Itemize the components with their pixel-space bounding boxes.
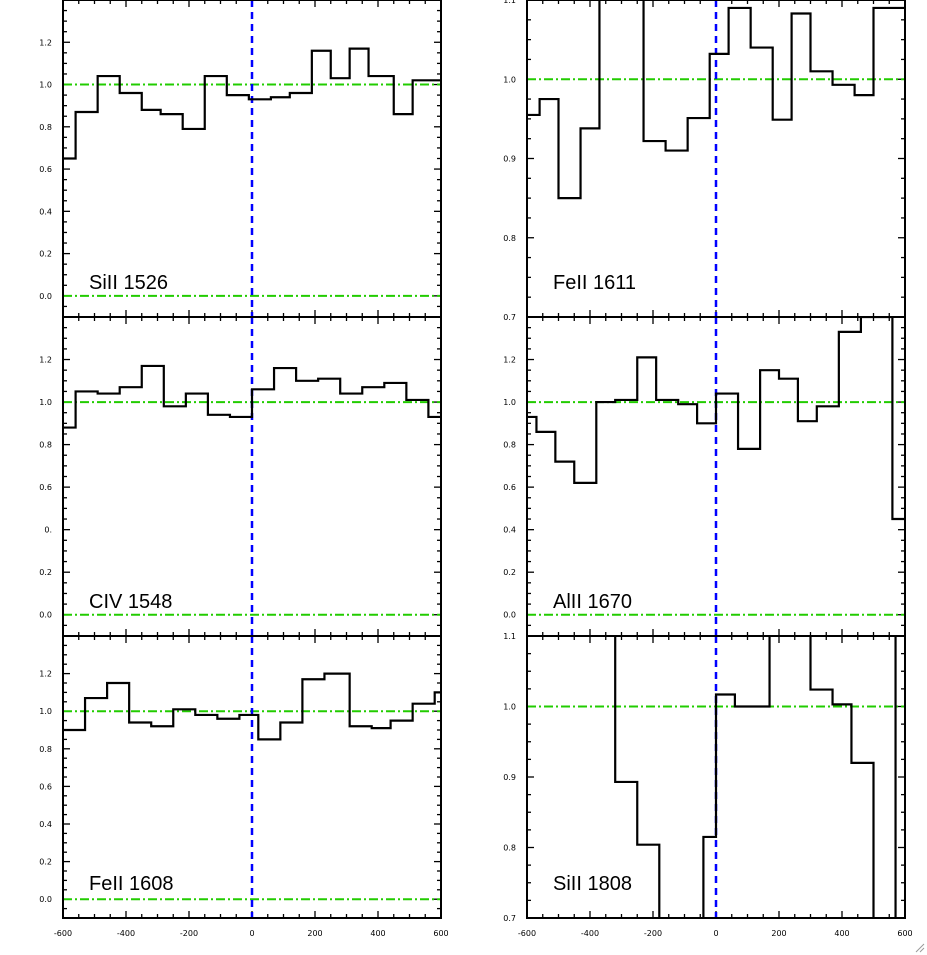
y-tick-label: 1.2 xyxy=(39,670,52,679)
spectrum-line xyxy=(63,364,441,429)
y-tick-label: 0.8 xyxy=(39,123,52,132)
y-tick-label: 0.8 xyxy=(503,441,516,450)
x-tick-label: 400 xyxy=(834,929,849,938)
panel-frame xyxy=(526,635,906,919)
y-tick-label: 0.4 xyxy=(39,820,52,829)
y-tick-label: 0. xyxy=(44,526,52,535)
x-tick-label: 200 xyxy=(771,929,786,938)
y-tick-label: 0.2 xyxy=(39,858,52,867)
y-tick-label: 0.6 xyxy=(503,483,516,492)
y-tick-label: 0.2 xyxy=(503,568,516,577)
y-tick-label: 0.8 xyxy=(39,745,52,754)
panel-frame xyxy=(62,635,442,919)
y-tick-label: 0.2 xyxy=(39,568,52,577)
x-tick-label: -200 xyxy=(180,929,198,938)
y-tick-label: 1.1 xyxy=(503,632,516,641)
chart-panel-3: 0.0 0.2 0. 0.6 0.8 1.0 1.2 CIV 1548 xyxy=(39,316,442,637)
x-tick-label: -200 xyxy=(644,929,662,938)
y-tick-label: 1.2 xyxy=(503,356,516,365)
chart-panel-1: 0.0 0.2 0.4 0.6 0.8 1.0 1.2 SiII 1526 xyxy=(39,0,442,318)
y-tick-label: 0.4 xyxy=(503,526,516,535)
y-tick-label: 0.0 xyxy=(503,611,516,620)
y-tick-label: 0.6 xyxy=(39,483,52,492)
resize-grip-icon[interactable] xyxy=(913,941,925,953)
panel-title: SiII 1526 xyxy=(89,272,168,294)
y-tick-label: 0.8 xyxy=(503,234,516,243)
y-tick-label: 0.9 xyxy=(503,773,516,782)
y-tick-label: 0.8 xyxy=(503,844,516,853)
x-tick-label: -400 xyxy=(117,929,135,938)
x-tick-label: 200 xyxy=(307,929,322,938)
x-tick-label: 400 xyxy=(370,929,385,938)
spectrum-line xyxy=(63,672,441,741)
x-tick-label: 0 xyxy=(249,929,254,938)
panel-title: AlII 1670 xyxy=(553,591,632,613)
chart-panel-2: 0.7 0.8 0.9 1.0 1.1 FeII 1611 xyxy=(503,0,906,322)
x-tick-label: -400 xyxy=(581,929,599,938)
x-tick-label: 600 xyxy=(897,929,912,938)
y-tick-label: 1.2 xyxy=(39,356,52,365)
y-tick-label: 1.0 xyxy=(39,398,52,407)
y-tick-label: 1.0 xyxy=(503,75,516,84)
chart-panel-4: 0.0 0.2 0.4 0.6 0.8 1.0 1.2 AlII 1670 xyxy=(503,316,906,637)
y-tick-label: 1.0 xyxy=(39,81,52,90)
y-tick-label: 0.9 xyxy=(503,155,516,164)
panel-title: FeII 1611 xyxy=(553,272,636,294)
y-tick-label: 1.1 xyxy=(503,0,516,5)
y-tick-label: 0.7 xyxy=(503,313,516,322)
y-tick-label: 1.0 xyxy=(503,703,516,712)
y-tick-label: 0.4 xyxy=(39,207,52,216)
x-tick-label: -600 xyxy=(518,929,536,938)
y-tick-label: 1.0 xyxy=(39,707,52,716)
x-tick-label: -600 xyxy=(54,929,72,938)
chart-panel-5: 0.0 0.2 0.4 0.6 0.8 1.0 1.2 -600 -400 -200 0 200 400… xyxy=(39,635,449,938)
y-tick-label: 0.8 xyxy=(39,441,52,450)
spectrum-line xyxy=(527,317,905,521)
panel-title: CIV 1548 xyxy=(89,591,172,613)
panel-title: FeII 1608 xyxy=(89,873,174,895)
y-tick-label: 1.0 xyxy=(503,398,516,407)
panel-title: SiII 1808 xyxy=(553,873,632,895)
spectrum-line xyxy=(527,0,905,200)
y-tick-label: 0.0 xyxy=(39,895,52,904)
y-tick-label: 1.2 xyxy=(39,38,52,47)
y-tick-label: 0.0 xyxy=(39,611,52,620)
y-tick-label: 0.0 xyxy=(39,292,52,301)
x-tick-label: 600 xyxy=(433,929,448,938)
spectrum-line xyxy=(63,47,441,160)
y-tick-label: 0.2 xyxy=(39,250,52,259)
spectrum-line xyxy=(614,636,897,918)
y-tick-label: 0.6 xyxy=(39,165,52,174)
y-tick-label: 0.6 xyxy=(39,782,52,791)
y-tick-label: 0.7 xyxy=(503,914,516,923)
x-tick-label: 0 xyxy=(713,929,718,938)
chart-panel-6: 0.7 0.8 0.9 1.0 1.1 -600 -400 -200 0 200 400 600 SiI… xyxy=(503,632,912,938)
